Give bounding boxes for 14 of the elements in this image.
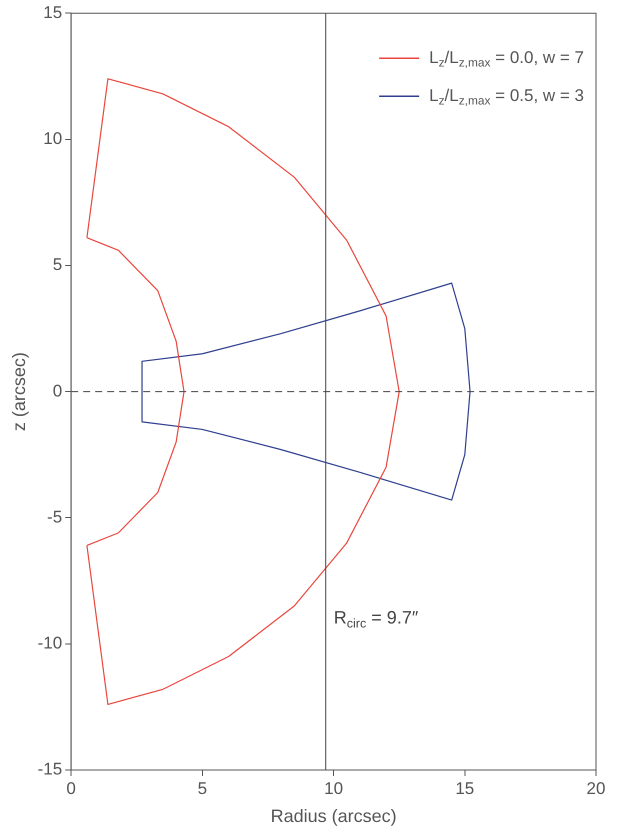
- x-tick-label: 15: [455, 778, 474, 798]
- x-tick-label: 10: [324, 778, 344, 798]
- x-axis-title: Radius (arcsec): [270, 806, 397, 826]
- y-axis-title: z (arcsec): [8, 352, 29, 432]
- y-tick-label: 0: [52, 381, 62, 400]
- x-tick-label: 0: [66, 778, 76, 798]
- y-tick-label: 10: [43, 129, 62, 148]
- y-tick-label: -10: [38, 634, 62, 653]
- y-tick-label: -5: [47, 507, 62, 526]
- x-tick-label: 20: [586, 778, 606, 798]
- x-tick-label: 5: [198, 778, 208, 798]
- y-tick-label: -15: [38, 760, 62, 779]
- y-tick-label: 5: [52, 255, 62, 274]
- y-tick-label: 15: [43, 2, 62, 22]
